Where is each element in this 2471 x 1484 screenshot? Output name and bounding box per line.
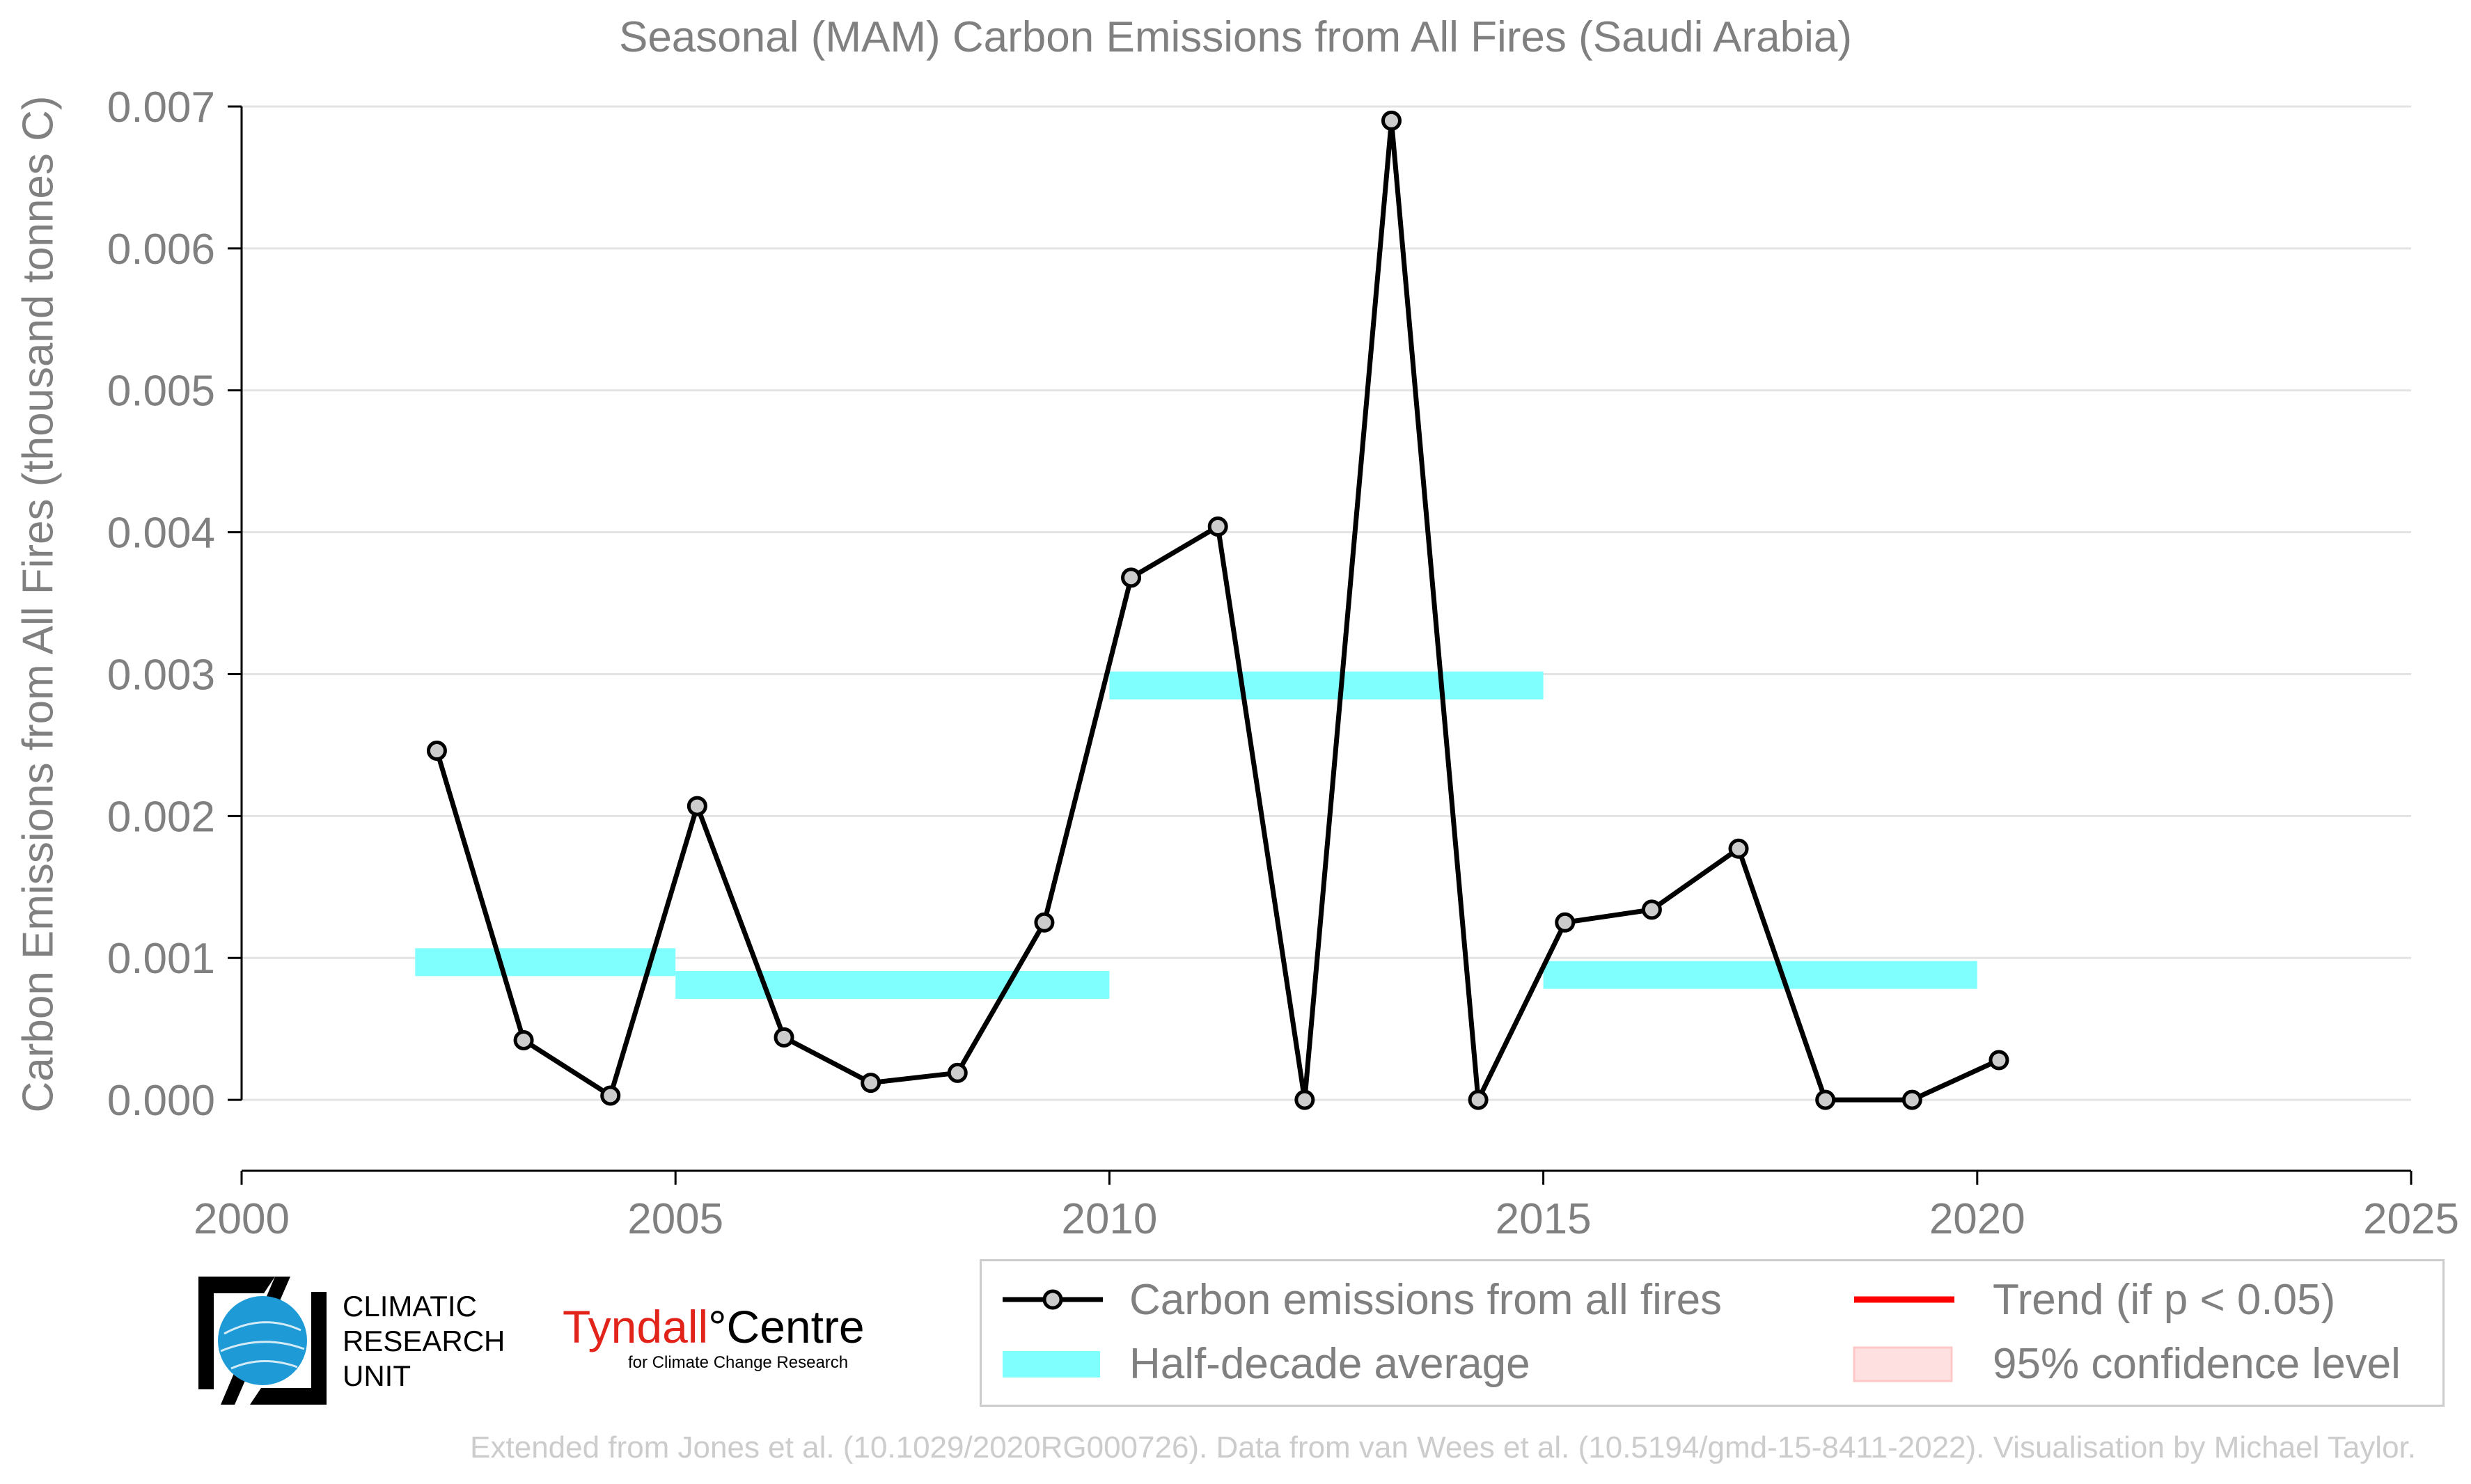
legend-label-confidence: 95% confidence level xyxy=(1993,1340,2401,1388)
y-tick-label-5: 0.005 xyxy=(107,368,215,416)
x-tick-label-4: 2020 xyxy=(1929,1195,2025,1243)
emissions-point-6 xyxy=(947,1062,968,1083)
emissions-point-9 xyxy=(1207,516,1228,537)
x-tick-label-3: 2015 xyxy=(1496,1195,1592,1243)
emissions-point-15 xyxy=(1728,838,1749,859)
x-tick-label-5: 2025 xyxy=(2363,1195,2459,1243)
emissions-point-11 xyxy=(1381,110,1402,131)
tyndall-logo-subtitle: for Climate Change Research xyxy=(628,1353,849,1372)
x-tick-label-0: 2000 xyxy=(194,1195,290,1243)
chart-title: Seasonal (MAM) Carbon Emissions from All… xyxy=(618,13,1853,61)
emissions-point-13 xyxy=(1555,912,1576,933)
tyndall-logo: Tyndall°Centre xyxy=(563,1301,865,1352)
chart-plot: 0.000 0.001 0.002 0.003 0.004 0.005 0.006 0.007… xyxy=(107,84,2459,1243)
cru-logo-text: CLIMATIC RESEARCH UNIT xyxy=(343,1290,505,1392)
legend-confidence-symbol xyxy=(1853,1346,1953,1382)
emissions-point-12 xyxy=(1468,1089,1489,1110)
legend-line-marker-symbol xyxy=(1003,1289,1103,1310)
emissions-point-17 xyxy=(1901,1089,1922,1110)
emissions-point-18 xyxy=(1988,1050,2009,1071)
x-tick-label-1: 2005 xyxy=(627,1195,723,1243)
y-tick-label-0: 0.000 xyxy=(107,1077,215,1125)
emissions-point-16 xyxy=(1815,1089,1836,1110)
half-decade-bar-2 xyxy=(1109,671,1544,700)
y-tick-label-1: 0.001 xyxy=(107,935,215,983)
legend-label-average: Half-decade average xyxy=(1129,1340,1530,1388)
y-tick-label-4: 0.004 xyxy=(107,510,215,558)
emissions-point-3 xyxy=(687,796,707,816)
emissions-point-8 xyxy=(1121,567,1142,588)
emissions-point-7 xyxy=(1034,912,1055,933)
legend-label-emissions: Carbon emissions from all fires xyxy=(1129,1276,1723,1324)
y-tick-label-3: 0.003 xyxy=(107,651,215,699)
y-tick-label-7: 0.007 xyxy=(107,84,215,132)
half-decade-bar-3 xyxy=(1543,961,1977,989)
legend-average-symbol xyxy=(1003,1351,1100,1378)
emissions-point-10 xyxy=(1294,1089,1315,1110)
y-tick-label-2: 0.002 xyxy=(107,793,215,841)
x-tick-label-2: 2010 xyxy=(1061,1195,1157,1243)
emissions-point-14 xyxy=(1641,899,1662,920)
emissions-point-2 xyxy=(600,1085,621,1106)
half-decade-bar-1 xyxy=(675,970,1110,999)
emissions-point-4 xyxy=(774,1027,794,1048)
half-decade-bar-0 xyxy=(415,948,676,977)
legend: Carbon emissions from all fires Trend (i… xyxy=(980,1259,2445,1407)
emissions-point-5 xyxy=(861,1073,881,1094)
y-tick-label-6: 0.006 xyxy=(107,226,215,274)
cru-logo xyxy=(193,1271,332,1410)
emissions-point-1 xyxy=(513,1029,534,1050)
legend-label-trend: Trend (if p < 0.05) xyxy=(1993,1276,2336,1324)
legend-trend-symbol xyxy=(1854,1296,1954,1303)
emissions-point-0 xyxy=(426,741,447,761)
footer-credits: Extended from Jones et al. (10.1029/2020… xyxy=(470,1430,2416,1465)
